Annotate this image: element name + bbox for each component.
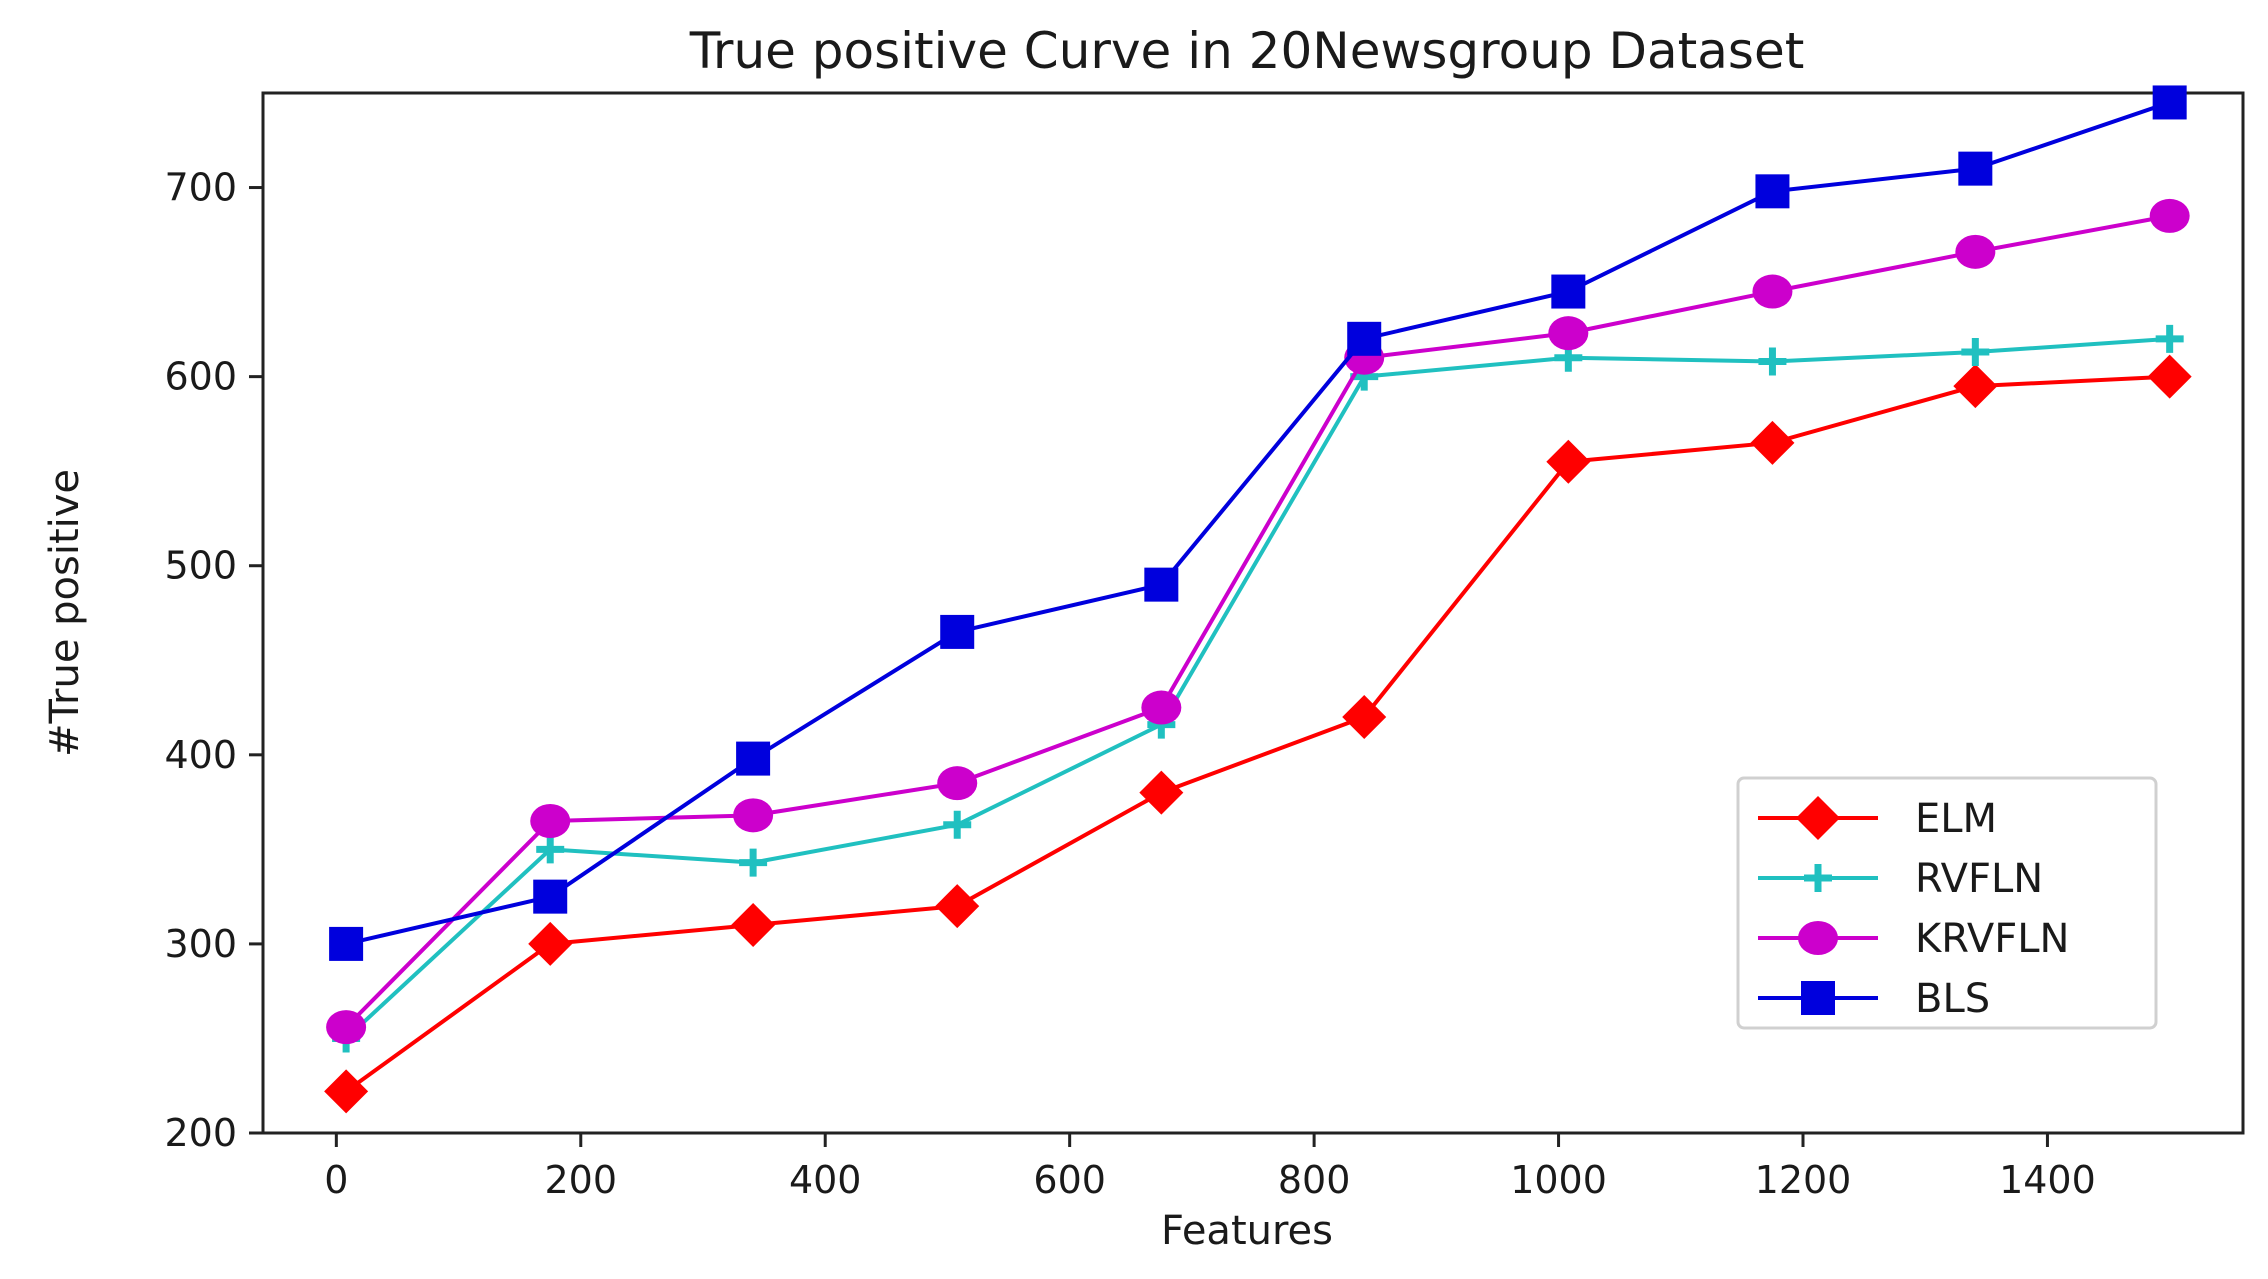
data-point-elm [1139, 770, 1184, 815]
data-point-elm [1750, 420, 1795, 465]
data-point-rvfln [943, 810, 972, 839]
series-layer [324, 85, 2192, 1114]
x-tick-label: 1400 [1999, 1158, 2096, 1202]
data-point-krvfln [1752, 274, 1793, 309]
legend-box [1736, 776, 2158, 1030]
data-point-bls [1347, 321, 1382, 356]
legend-label-rvfln: RVFLN [1915, 856, 2043, 902]
data-point-bls [1551, 274, 1586, 309]
series-line-elm [344, 374, 2170, 1094]
data-point-krvfln [1141, 690, 1182, 725]
data-point-elm [935, 884, 980, 929]
y-tick-label: 200 [164, 1111, 237, 1155]
x-tick-label: 1000 [1510, 1158, 1607, 1202]
y-tick-label: 500 [164, 544, 237, 588]
data-point-bls [533, 879, 568, 914]
x-tick-label: 600 [1033, 1158, 1106, 1202]
data-point-rvfln [1758, 347, 1787, 376]
legend-marker-elm [1796, 796, 1840, 840]
data-point-elm [324, 1069, 369, 1114]
data-point-bls [940, 614, 975, 649]
data-point-bls [1144, 567, 1179, 602]
data-point-bls [1755, 174, 1790, 209]
data-point-krvfln [733, 798, 774, 833]
data-point-rvfln [536, 835, 565, 864]
series-rvfln [332, 324, 2184, 1053]
data-point-elm [2147, 354, 2192, 399]
data-point-elm [1342, 695, 1387, 739]
data-point-krvfln [530, 804, 571, 838]
data-point-bls [329, 926, 364, 961]
x-axis-label: Features [1161, 1208, 1333, 1254]
data-point-elm [1546, 439, 1591, 484]
data-point-krvfln [326, 1010, 367, 1045]
y-tick-label: 300 [164, 922, 237, 966]
legend-marker-krvfln [1798, 921, 1838, 955]
data-point-rvfln [2155, 324, 2184, 353]
data-point-krvfln [1955, 234, 1996, 269]
legend-marker-bls [1801, 981, 1835, 1015]
data-point-elm [1953, 364, 1998, 409]
legend: ELM RVFLN KRVFLN BLS [1736, 776, 2158, 1030]
chart-title: True positive Curve in 20Newsgroup Datas… [689, 22, 1805, 80]
series-line-krvfln [344, 213, 2171, 1029]
y-axis-label: #True positive [42, 469, 88, 757]
axis-ticks: 0 200 400 600 800 1000 1200 1400 200 300 400 500 600… [164, 166, 2095, 1202]
data-point-bls [736, 741, 771, 776]
legend-label-krvfln: KRVFLN [1915, 916, 2069, 962]
data-point-elm [731, 903, 776, 947]
series-elm [324, 354, 2192, 1114]
y-tick-label: 600 [164, 355, 237, 399]
x-tick-label: 800 [1278, 1158, 1351, 1202]
data-point-bls [2152, 85, 2187, 120]
series-line-bls [345, 100, 2171, 946]
legend-label-elm: ELM [1915, 796, 1997, 842]
data-point-rvfln [1961, 338, 1990, 367]
data-point-rvfln [739, 848, 768, 877]
legend-label-bls: BLS [1915, 976, 1990, 1022]
series-bls [329, 85, 2187, 961]
x-tick-label: 400 [789, 1158, 862, 1202]
x-tick-label: 200 [545, 1158, 618, 1202]
x-tick-label: 1200 [1755, 1158, 1852, 1202]
data-point-krvfln [937, 766, 978, 801]
plot-area [261, 91, 2245, 1135]
y-tick-label: 400 [164, 733, 237, 777]
y-tick-label: 700 [164, 166, 237, 210]
data-point-bls [1958, 151, 1993, 186]
x-tick-label: 0 [324, 1158, 348, 1202]
data-point-elm [528, 921, 573, 966]
legend-marker-rvfln [1804, 864, 1832, 892]
data-point-krvfln [1548, 316, 1589, 351]
data-point-krvfln [2149, 198, 2190, 233]
series-line-rvfln [344, 336, 2170, 1040]
